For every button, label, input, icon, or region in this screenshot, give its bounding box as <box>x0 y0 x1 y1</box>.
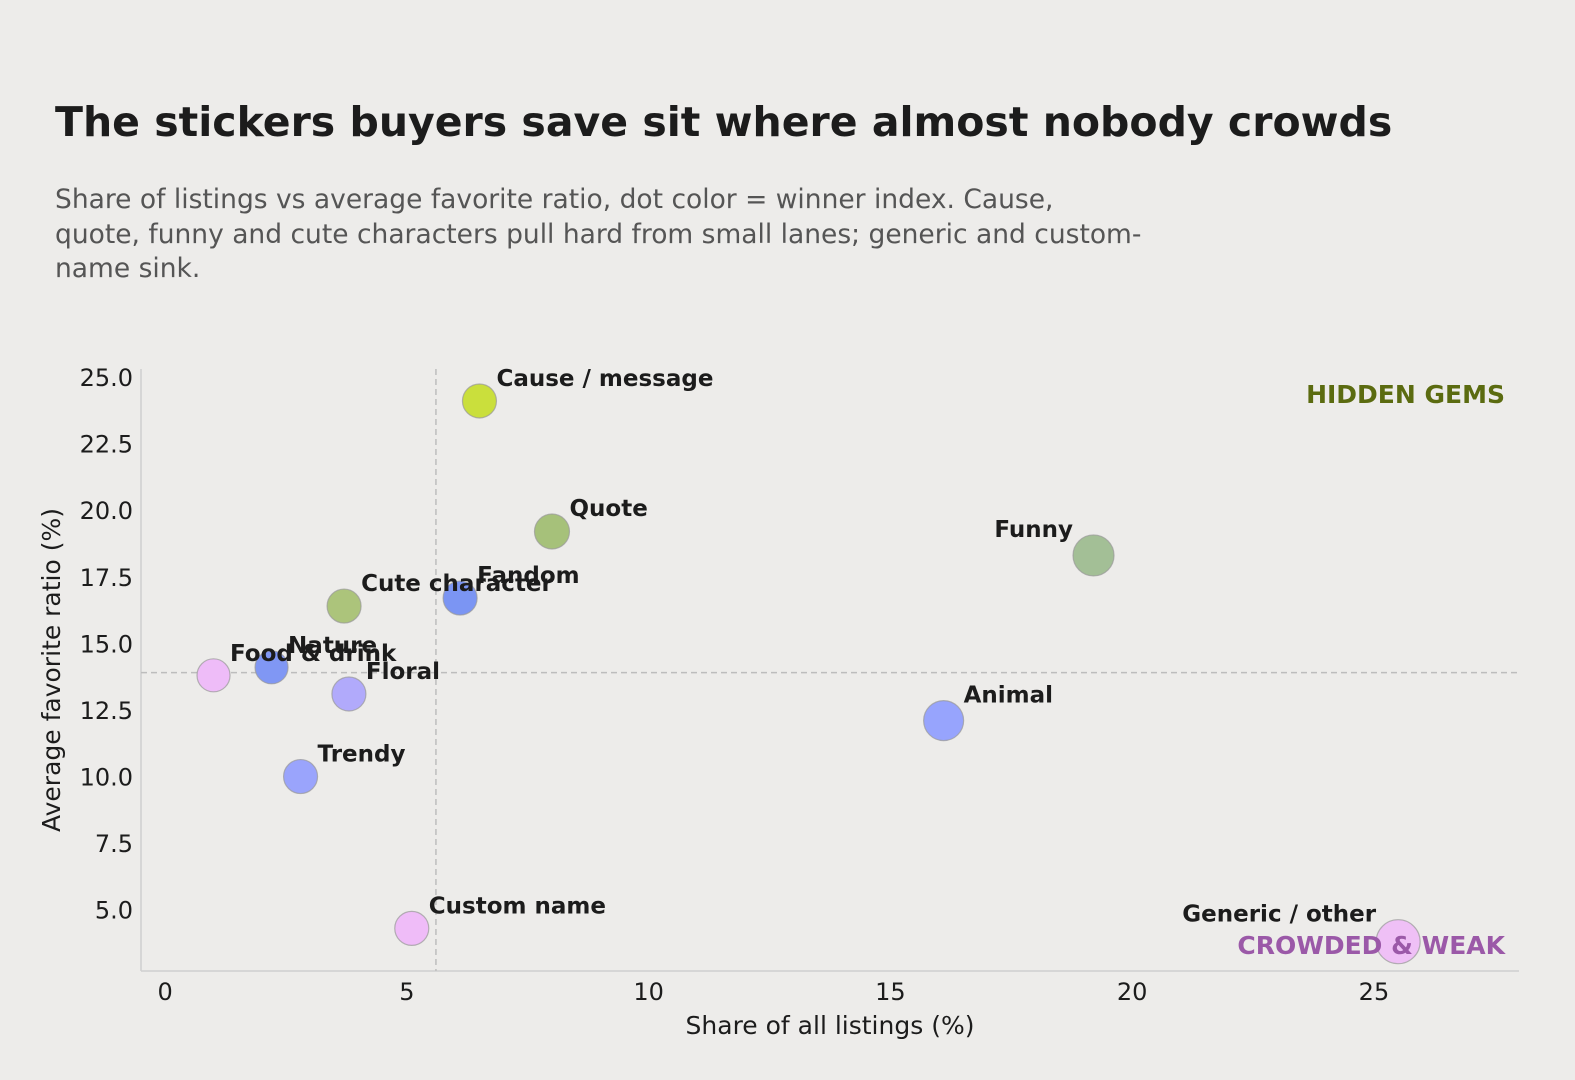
data-point <box>442 580 478 616</box>
axes-group <box>140 369 1519 972</box>
point-label: Cause / message <box>496 366 713 392</box>
x-axis-label: Share of all listings (%) <box>686 1011 975 1040</box>
y-tick-labels: 5.0 7.5 10.0 12.5 15.0 17.5 20.0 22.5 25.0 <box>80 364 133 925</box>
y-tick-label: 20.0 <box>80 497 133 525</box>
data-point <box>331 676 367 712</box>
y-tick-label: 22.5 <box>80 431 133 459</box>
data-point <box>254 650 289 685</box>
x-tick-label: 5 <box>399 978 414 1006</box>
x-tick-label: 25 <box>1359 978 1390 1006</box>
point-label: Generic / other <box>1182 902 1376 928</box>
reference-lines <box>141 369 1519 971</box>
subtitle-line-3: name sink. <box>55 253 201 284</box>
crowded-weak-label: CROWDED & WEAK <box>1237 931 1506 960</box>
y-tick-label: 15.0 <box>80 630 133 658</box>
point-label: Floral <box>366 659 440 685</box>
point-label: Quote <box>569 496 647 522</box>
subtitle-line-1: Share of listings vs average favorite ra… <box>55 184 1054 215</box>
x-tick-label: 20 <box>1117 978 1148 1006</box>
point-label: Fandom <box>477 563 580 589</box>
y-tick-label: 25.0 <box>80 364 133 392</box>
x-tick-labels: 0 5 10 15 20 25 <box>158 978 1390 1006</box>
chart-title: The stickers buyers save sit where almos… <box>55 98 1393 146</box>
data-point <box>1072 534 1115 577</box>
point-label: Animal <box>964 683 1053 709</box>
data-point <box>533 513 571 550</box>
x-tick-label: 15 <box>875 978 906 1006</box>
data-point <box>196 658 231 693</box>
y-axis-label: Average favorite ratio (%) <box>37 508 66 832</box>
y-tick-label: 5.0 <box>95 897 133 925</box>
point-label: Food & drink <box>230 641 397 667</box>
x-tick-label: 10 <box>633 978 664 1006</box>
data-points <box>196 383 1421 965</box>
y-tick-label: 10.0 <box>80 764 133 792</box>
data-point <box>394 910 430 946</box>
y-tick-label: 7.5 <box>95 830 133 858</box>
data-point <box>923 700 965 742</box>
y-tick-label: 12.5 <box>80 697 133 725</box>
point-label: Nature <box>288 633 377 659</box>
hidden-gems-label: HIDDEN GEMS <box>1306 380 1505 409</box>
subtitle-line-2: quote, funny and cute characters pull ha… <box>55 218 1142 250</box>
y-tick-label: 17.5 <box>80 564 133 592</box>
data-point <box>1375 919 1421 965</box>
data-point <box>282 758 319 795</box>
data-point <box>326 588 362 624</box>
point-label: Custom name <box>429 893 606 919</box>
point-label: Trendy <box>318 742 406 768</box>
chart-subtitle: Share of listings vs average favorite ra… <box>55 183 1275 287</box>
point-label: Cute character <box>361 571 553 597</box>
x-tick-label: 0 <box>158 978 173 1006</box>
data-point <box>461 383 498 419</box>
point-label: Funny <box>994 517 1073 543</box>
